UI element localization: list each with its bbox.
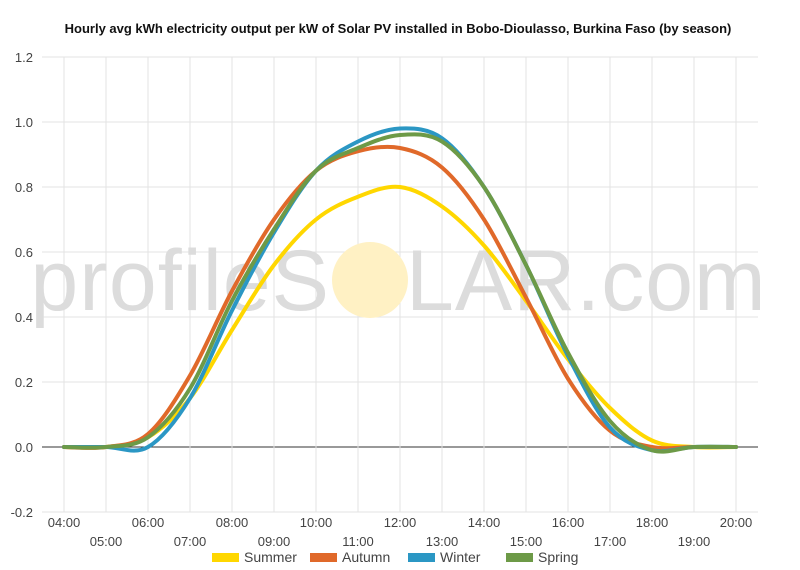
x-tick-label: 04:00 — [48, 515, 81, 530]
y-tick-label: 0.0 — [15, 440, 33, 455]
x-tick-label: 15:00 — [510, 534, 543, 549]
x-tick-label: 17:00 — [594, 534, 627, 549]
series-lines — [62, 126, 738, 454]
x-tick-label: 14:00 — [468, 515, 501, 530]
legend-swatch-summer — [212, 553, 239, 562]
x-tick-label: 20:00 — [720, 515, 753, 530]
y-tick-label: 0.4 — [15, 310, 33, 325]
watermark-sun-icon — [332, 242, 408, 318]
x-tick-label: 19:00 — [678, 534, 711, 549]
legend-label-autumn[interactable]: Autumn — [342, 549, 390, 565]
x-tick-label: 10:00 — [300, 515, 333, 530]
y-tick-label: 1.2 — [15, 50, 33, 65]
x-tick-label: 13:00 — [426, 534, 459, 549]
x-tick-label: 08:00 — [216, 515, 249, 530]
y-tick-label: 0.2 — [15, 375, 33, 390]
legend-swatch-winter — [408, 553, 435, 562]
x-tick-label: 12:00 — [384, 515, 417, 530]
x-tick-label: 06:00 — [132, 515, 165, 530]
legend-label-spring[interactable]: Spring — [538, 549, 578, 565]
legend-label-summer[interactable]: Summer — [244, 549, 297, 565]
legend-label-winter[interactable]: Winter — [440, 549, 481, 565]
watermark-text-left: profileS — [30, 233, 330, 329]
x-axis: 04:00 05:00 06:00 07:00 08:00 09:00 10:00 11:00… — [48, 515, 753, 549]
y-axis: -0.2 0.0 0.2 0.4 0.6 0.8 1.0 1.2 — [11, 50, 33, 520]
watermark: profileS LAR.com — [30, 233, 767, 329]
legend: Summer Autumn Winter Spring — [212, 549, 578, 565]
chart-title: Hourly avg kWh electricity output per kW… — [65, 21, 732, 36]
y-tick-label: -0.2 — [11, 505, 33, 520]
x-tick-label: 11:00 — [342, 534, 374, 549]
legend-swatch-spring — [506, 553, 533, 562]
y-tick-label: 0.8 — [15, 180, 33, 195]
x-tick-label: 16:00 — [552, 515, 585, 530]
legend-swatch-autumn — [310, 553, 337, 562]
x-tick-label: 18:00 — [636, 515, 669, 530]
x-tick-label: 05:00 — [90, 534, 123, 549]
grid — [42, 56, 758, 513]
y-tick-label: 0.6 — [15, 245, 33, 260]
series-line-winter — [62, 126, 738, 454]
x-tick-label: 09:00 — [258, 534, 291, 549]
series-line-spring — [62, 132, 738, 454]
x-tick-label: 07:00 — [174, 534, 207, 549]
watermark-text-right: LAR.com — [406, 233, 767, 329]
y-tick-label: 1.0 — [15, 115, 33, 130]
